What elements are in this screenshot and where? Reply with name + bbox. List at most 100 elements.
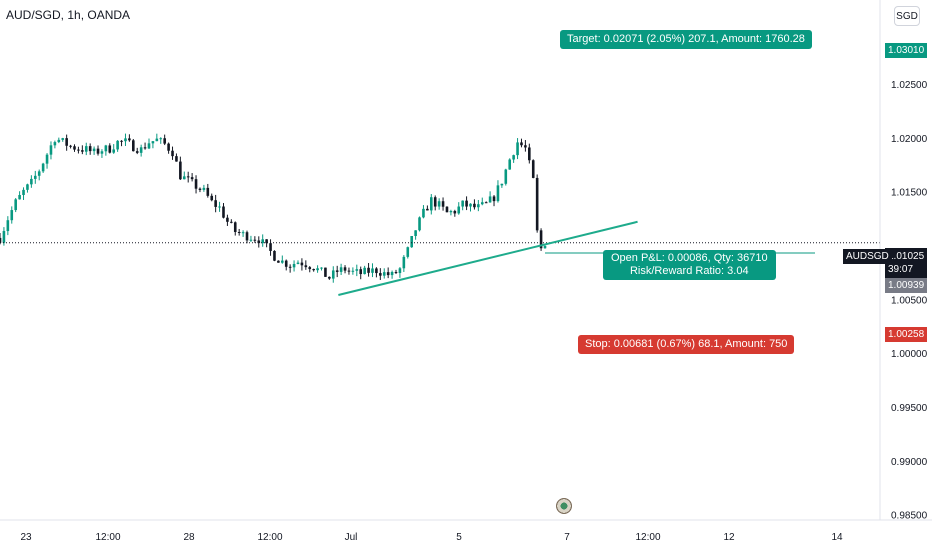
candle-body (359, 269, 363, 275)
candle-body (386, 272, 390, 276)
open-pnl-text: Open P&L: 0.00086, Qty: 36710 (611, 252, 768, 264)
candle-body (512, 155, 515, 160)
candle-body (139, 147, 143, 153)
candle-body (230, 221, 233, 223)
candle-body (269, 243, 272, 251)
candle-body (351, 270, 355, 272)
candle-body (265, 239, 268, 244)
candle-body (496, 185, 500, 202)
candle-body (398, 268, 402, 274)
x-tick-label: 12:00 (257, 532, 282, 543)
candle-body (45, 154, 49, 164)
candle-body (300, 262, 304, 266)
risk-reward-text: Risk/Reward Ratio: 3.04 (629, 265, 749, 277)
x-tick-label: 12:00 (635, 532, 660, 543)
candle-body (394, 271, 398, 274)
candle-body (77, 149, 80, 151)
candle-body (418, 217, 421, 231)
candle-body (390, 271, 394, 276)
stop-label[interactable]: Stop: 0.00681 (0.67%) 68.1, Amount: 750 (578, 335, 795, 354)
currency-button[interactable]: SGD (894, 6, 920, 26)
candle-body (288, 266, 292, 268)
candle-body (53, 142, 57, 146)
candle-body (535, 177, 539, 231)
trendline (338, 220, 638, 296)
candle-body (539, 230, 543, 249)
candle-body (214, 200, 217, 207)
candle-body (65, 138, 68, 146)
candle-body (186, 176, 190, 178)
candle-body (308, 267, 312, 270)
candle-body (198, 188, 202, 190)
candle-body (61, 138, 65, 140)
candle-body (414, 230, 417, 237)
candle-body (339, 267, 343, 272)
candle-body (469, 203, 472, 207)
x-tick-label: Jul (345, 532, 358, 543)
candle-body (49, 145, 53, 155)
candle-body (124, 138, 127, 142)
earth-icon[interactable] (556, 498, 572, 514)
candle-body (206, 187, 210, 196)
y-tick-label: 1.02000 (891, 134, 928, 145)
candle-body (426, 208, 429, 211)
candle-body (461, 200, 464, 207)
candle-body (14, 199, 17, 211)
candle-body (261, 239, 264, 244)
candle-body (504, 169, 508, 184)
candle-body (253, 239, 257, 241)
candle-body (155, 138, 159, 142)
plot-layer (0, 133, 547, 283)
open-pnl-label[interactable]: Open P&L: 0.00086, Qty: 36710 Risk/Rewar… (603, 250, 776, 280)
last-price-tag: 1.01025 39:07 (885, 248, 928, 278)
axis-layer: 1.02500 1.02000 1.01500 1.00500 1.00000 0.995… (0, 0, 932, 543)
candle-body (190, 177, 194, 180)
candle-body (237, 231, 241, 233)
x-tick-label: 23 (20, 532, 32, 543)
y-tick-label: 0.99500 (891, 403, 928, 414)
candle-body (347, 270, 351, 272)
candle-body (422, 208, 425, 218)
candle-body (10, 210, 14, 221)
candle-body (226, 217, 229, 222)
candle-body (508, 159, 512, 170)
candle-body (453, 210, 457, 214)
candle-body (33, 175, 37, 179)
candle-body (6, 220, 10, 232)
candle-body (284, 260, 288, 267)
stop-price-tag: 1.00258 (885, 327, 928, 342)
candle-body (367, 267, 370, 273)
candle-body (151, 141, 155, 144)
candle-body (81, 150, 84, 152)
y-tick-label: 1.01500 (891, 188, 928, 199)
candle-body (128, 138, 131, 141)
candle-body (202, 187, 206, 190)
candle-body (143, 147, 147, 149)
candle-body (543, 245, 547, 249)
x-tick-label: 28 (183, 532, 195, 543)
candle-body (88, 146, 92, 152)
candle-body (112, 149, 116, 153)
y-tick-label: 1.00000 (891, 349, 928, 360)
candle-body (429, 197, 433, 211)
candle-body (531, 160, 535, 178)
candle-body (175, 156, 178, 162)
candle-body (465, 200, 468, 207)
candle-body (437, 201, 441, 207)
candle-body (2, 231, 6, 243)
countdown-text: 39:07 (888, 264, 914, 275)
candle-body (57, 139, 61, 143)
candle-body (159, 138, 163, 140)
candle-body (132, 140, 135, 152)
candle-body (281, 260, 284, 263)
target-label[interactable]: Target: 0.02071 (2.05%) 207.1, Amount: 1… (560, 30, 812, 49)
candle-body (73, 146, 76, 150)
candle-body (273, 250, 276, 261)
candle-body (355, 269, 359, 271)
candle-body (18, 195, 21, 200)
candle-body (222, 206, 225, 218)
candle-body (371, 268, 374, 273)
candle-body (257, 240, 261, 244)
